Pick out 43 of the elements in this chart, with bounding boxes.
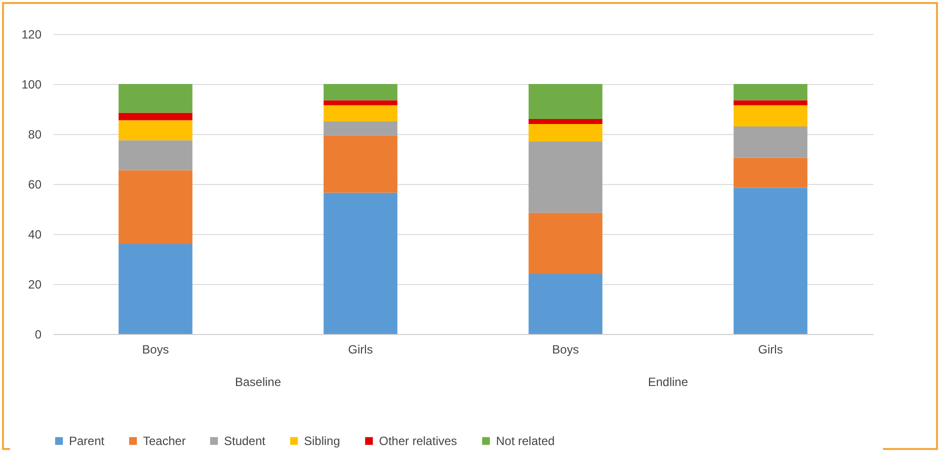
legend-label: Not related bbox=[496, 434, 555, 448]
bar bbox=[734, 158, 808, 188]
x-tick-label: Girls bbox=[348, 342, 373, 356]
legend-label: Teacher bbox=[143, 434, 186, 448]
x-tick-label: Boys bbox=[552, 342, 579, 356]
y-tick-label: 120 bbox=[21, 28, 42, 42]
bar bbox=[118, 244, 192, 334]
bar bbox=[324, 122, 398, 136]
y-tick-label: 100 bbox=[21, 78, 42, 92]
bar bbox=[734, 100, 808, 106]
bar bbox=[528, 119, 602, 124]
bar bbox=[118, 170, 192, 244]
bar bbox=[324, 100, 398, 106]
bar bbox=[734, 105, 808, 126]
bar bbox=[324, 192, 398, 334]
bar bbox=[528, 124, 602, 142]
legend-label: Parent bbox=[69, 434, 106, 448]
text: Baseline bbox=[234, 375, 282, 389]
y-tick-label: 80 bbox=[28, 128, 42, 142]
bar bbox=[118, 84, 192, 113]
y-tick-label: 60 bbox=[28, 178, 42, 192]
legend-label: Student bbox=[224, 434, 266, 448]
bar bbox=[324, 84, 398, 100]
bar bbox=[118, 140, 192, 170]
bar bbox=[324, 135, 398, 193]
text: Endline bbox=[648, 375, 688, 389]
bar bbox=[118, 120, 192, 140]
bar bbox=[734, 188, 808, 334]
bar bbox=[528, 84, 602, 119]
bar bbox=[324, 105, 398, 122]
bar bbox=[734, 84, 808, 100]
bar bbox=[118, 112, 192, 120]
x-tick-label: Girls bbox=[758, 342, 783, 356]
bar bbox=[734, 126, 808, 158]
bar bbox=[528, 142, 602, 213]
y-tick-label: 0 bbox=[34, 328, 42, 342]
x-tick-label: Boys bbox=[142, 342, 169, 356]
legend-label: Sibling bbox=[304, 434, 340, 448]
y-tick-label: 40 bbox=[28, 228, 42, 242]
y-tick-label: 20 bbox=[28, 278, 42, 292]
legend-label: Other relatives bbox=[379, 434, 458, 448]
bar bbox=[528, 212, 602, 274]
bar bbox=[528, 274, 602, 334]
